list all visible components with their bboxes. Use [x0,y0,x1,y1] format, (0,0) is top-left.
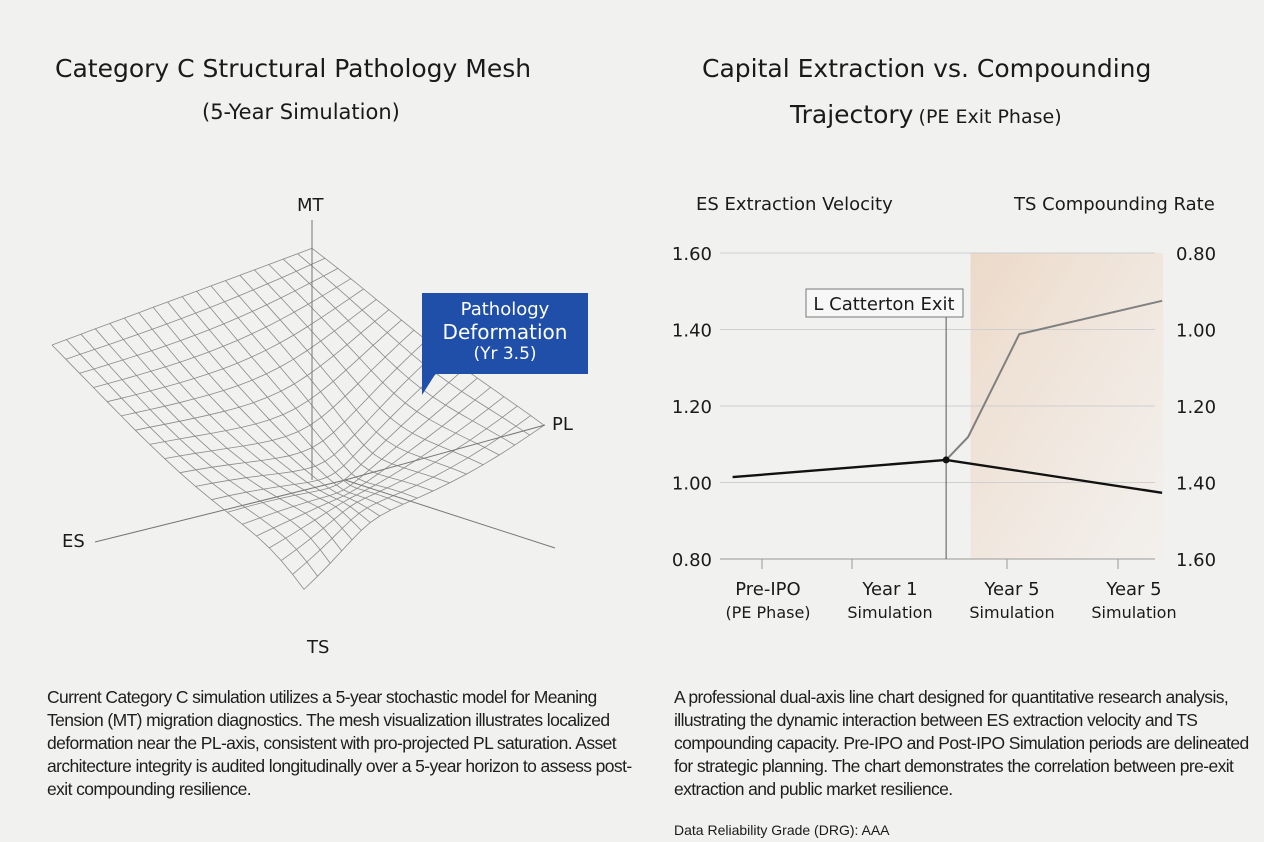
pathology-callout: Pathology Deformation (Yr 3.5) [422,293,588,374]
mesh-line [152,307,381,517]
chart-title-light: (PE Exit Phase) [918,106,1062,128]
mesh-line [210,285,434,492]
mesh-line [51,247,313,346]
pl-axis [344,424,546,481]
exit-point-marker [942,456,950,464]
mesh-line [225,280,450,484]
axis-label-mt: MT [297,195,324,216]
left-tick-label: 1.20 [672,397,712,418]
mesh-line [256,386,491,537]
mesh-line [79,268,339,374]
x-tick-label: Pre-IPO [735,579,800,600]
left-tick-label: 0.80 [672,550,712,571]
x-tick-sublabel: Simulation [847,603,932,622]
right-tick-label: 1.60 [1176,550,1216,571]
mesh-title: Category C Structural Pathology Mesh [55,54,532,83]
x-tick-sublabel: (PE Phase) [725,603,810,622]
mesh-grid [51,247,545,590]
mesh-line [269,396,505,549]
x-tick-label: Year 5 [983,579,1039,600]
mesh-line [242,377,478,525]
x-tick-label: Year 5 [1105,579,1161,600]
mesh-line [123,317,362,531]
callout-line3: (Yr 3.5) [473,344,537,364]
mesh-line [121,299,377,417]
chart-title-line2: Trajectory (PE Exit Phase) [790,100,1062,129]
mesh-line [164,329,415,459]
mesh-line [195,349,440,487]
callout-line2: Deformation [442,320,568,344]
left-tick-label: 1.00 [672,474,712,495]
chart-title-line1: Capital Extraction vs. Compounding [702,54,1152,83]
mesh-line [65,257,326,360]
mesh-line [107,288,364,403]
mesh-line [80,333,331,564]
mesh-line [196,291,418,499]
mesh-subtitle: (5-Year Simulation) [202,100,400,124]
left-tick-label: 1.60 [672,244,712,265]
mesh-line [94,328,343,552]
pathology-mesh [51,220,556,590]
ts-compounding-line [945,299,1163,461]
right-tick-label: 1.00 [1176,321,1216,342]
exit-annotation-label: L Catterton Exit [813,294,954,315]
axis-label-ts: TS [307,637,330,658]
callout-pointer [422,373,436,395]
left-axis-title: ES Extraction Velocity [696,194,893,215]
x-tick-label: Year 1 [861,579,917,600]
axis-label-pl: PL [552,414,573,435]
es-extraction-line [732,458,1163,494]
data-reliability-footnote: Data Reliability Grade (DRG): AAA [674,822,890,838]
left-tick-label: 1.40 [672,321,712,342]
chart-title-bold: Trajectory [790,100,914,129]
callout-line1: Pathology [460,299,550,320]
right-tick-label: 1.20 [1176,397,1216,418]
right-tick-label: 1.40 [1176,474,1216,495]
right-tick-label: 0.80 [1176,244,1216,265]
ts-pl-axis-line [344,479,556,549]
mesh-axes [94,220,556,549]
mesh-line [280,405,518,561]
post-ipo-shaded-region [970,253,1164,559]
chart-description: A professional dual-axis line chart desi… [674,687,1249,799]
es-axis [94,479,346,543]
x-tick-sublabel: Simulation [969,603,1054,622]
right-axis-title: TS Compounding Rate [1014,194,1215,215]
x-tick-sublabel: Simulation [1091,603,1176,622]
mesh-description: Current Category C simulation utilizes a… [47,687,632,799]
exit-annotation-box [805,288,964,318]
axis-label-es: ES [62,531,85,552]
mesh-line [303,424,545,590]
mesh-line [297,253,530,436]
mesh-line [282,258,516,446]
mesh-line [292,415,531,575]
